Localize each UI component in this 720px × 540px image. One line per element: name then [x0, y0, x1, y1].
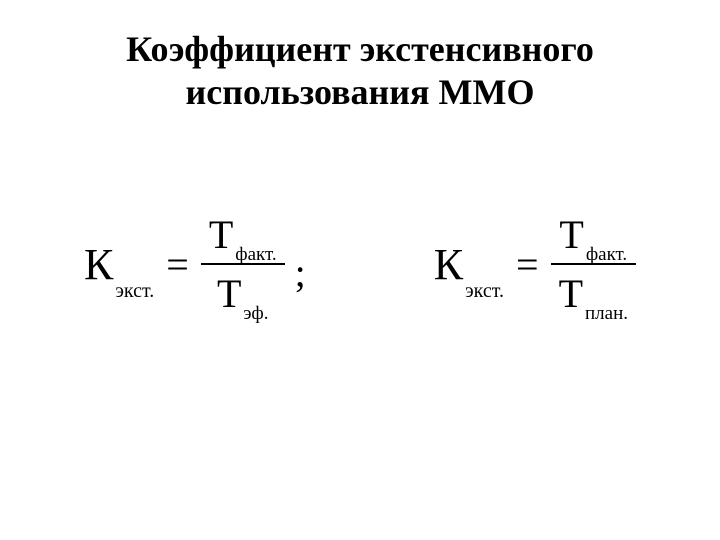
fraction-1: Т факт. Т эф. — [201, 209, 285, 319]
den-2-sub: план. — [585, 303, 628, 325]
formula-1-group: К экст. = Т факт. Т эф. ; — [84, 209, 306, 319]
fraction-2: Т факт. Т план. — [551, 209, 636, 319]
formula-2: К экст. = Т факт. Т план. — [434, 209, 636, 319]
numerator-1: Т факт. — [201, 209, 285, 260]
title-line-2: использования ММО — [0, 71, 720, 114]
num-1-main: Т — [209, 211, 233, 258]
den-1-sub: эф. — [243, 303, 268, 325]
coef-2-main: К — [434, 239, 463, 290]
den-2-main: Т — [559, 270, 583, 317]
num-2-main: Т — [559, 211, 583, 258]
denominator-1: Т эф. — [209, 268, 277, 319]
coef-1-main: К — [84, 239, 113, 290]
coefficient-2: К экст. — [434, 239, 504, 290]
equals-2: = — [516, 241, 539, 288]
denominator-2: Т план. — [551, 268, 636, 319]
coef-2-subscript: экст. — [465, 280, 504, 303]
formula-1: К экст. = Т факт. Т эф. — [84, 209, 285, 319]
num-2-sub: факт. — [586, 244, 627, 266]
formulas-container: К экст. = Т факт. Т эф. ; К экст. — [0, 209, 720, 319]
num-1-sub: факт. — [235, 244, 276, 266]
formula-2-group: К экст. = Т факт. Т план. — [434, 209, 636, 319]
page-title: Коэффициент экстенсивного использования … — [0, 0, 720, 114]
equals-1: = — [166, 241, 189, 288]
numerator-2: Т факт. — [551, 209, 635, 260]
coef-1-subscript: экст. — [115, 280, 154, 303]
den-1-main: Т — [217, 270, 241, 317]
coefficient-1: К экст. — [84, 239, 154, 290]
title-line-1: Коэффициент экстенсивного — [0, 28, 720, 71]
separator-semicolon: ; — [295, 249, 306, 296]
